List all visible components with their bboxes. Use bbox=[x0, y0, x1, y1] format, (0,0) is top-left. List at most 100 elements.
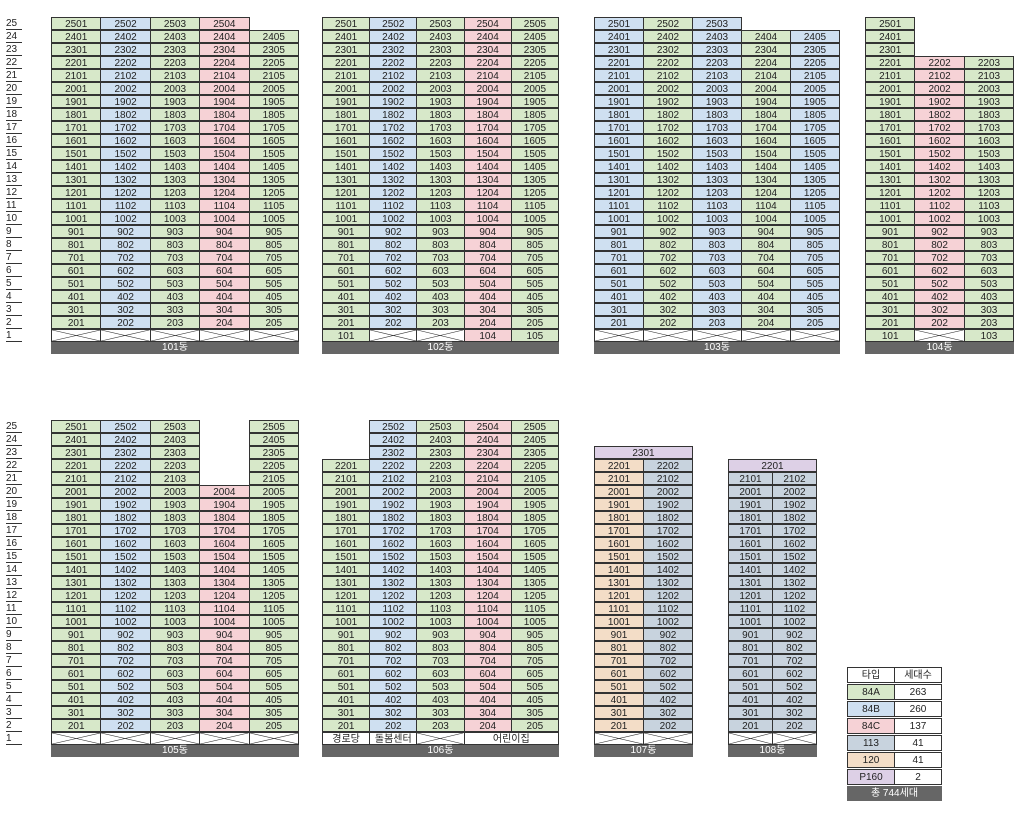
unit-cell: 1904 bbox=[199, 95, 250, 108]
floor-label: 14 bbox=[6, 160, 22, 173]
unit-cell: 605 bbox=[248, 667, 299, 680]
unit-cell: 1301 bbox=[322, 576, 371, 589]
unit-cell: 1403 bbox=[416, 160, 465, 173]
unit-cell: 201 bbox=[322, 316, 371, 329]
unit-cell: 2002 bbox=[369, 485, 418, 498]
unit-cell: 2205 bbox=[510, 56, 559, 69]
unit-cell: 405 bbox=[510, 290, 559, 303]
unit-cell: 1201 bbox=[322, 589, 371, 602]
unit-cell: 202 bbox=[100, 719, 151, 732]
unit-cell: 1601 bbox=[728, 537, 773, 550]
unit-cell: 1505 bbox=[790, 147, 840, 160]
unit-cell: 1602 bbox=[100, 134, 151, 147]
unit-cell: 1903 bbox=[149, 95, 201, 108]
floor-label: 21 bbox=[6, 472, 22, 485]
unit-cell: 803 bbox=[149, 641, 201, 654]
unit-cell: 1402 bbox=[369, 563, 418, 576]
unit-cell: 2004 bbox=[199, 82, 250, 95]
unit-cell: 1303 bbox=[416, 576, 465, 589]
unit-cell: 1101 bbox=[322, 199, 371, 212]
unit-cell: 1501 bbox=[322, 550, 371, 563]
unit-cell: 601 bbox=[322, 667, 371, 680]
unit-cell: 402 bbox=[643, 290, 693, 303]
unit-cell: 1801 bbox=[594, 108, 644, 121]
unit-cell: 1405 bbox=[510, 160, 559, 173]
unit-cell: 203 bbox=[416, 316, 465, 329]
unit-cell: 2302 bbox=[100, 43, 151, 56]
unit-cell: 2503 bbox=[692, 17, 742, 30]
floor-label: 5 bbox=[6, 680, 22, 693]
unit-cell: 2102 bbox=[643, 472, 693, 485]
piloti-cross bbox=[248, 732, 299, 745]
unit-cell: 705 bbox=[790, 251, 840, 264]
unit-cell: 1401 bbox=[728, 563, 773, 576]
unit-cell: 501 bbox=[51, 680, 102, 693]
unit-cell: 1101 bbox=[728, 602, 773, 615]
unit-cell: 204 bbox=[463, 316, 512, 329]
unit-cell: 1903 bbox=[416, 498, 465, 511]
unit-cell: 501 bbox=[51, 277, 102, 290]
unit-cell: 2401 bbox=[322, 30, 371, 43]
unit-cell: 803 bbox=[416, 641, 465, 654]
building-name: 108동 bbox=[728, 745, 817, 757]
unit-cell: 1002 bbox=[369, 615, 418, 628]
unit-cell: 1302 bbox=[914, 173, 965, 186]
unit-cell: 2501 bbox=[594, 17, 644, 30]
unit-cell: 2505 bbox=[248, 420, 299, 433]
unit-cell: 1803 bbox=[149, 511, 201, 524]
unit-cell: 603 bbox=[149, 264, 201, 277]
unit-cell: 1001 bbox=[322, 212, 371, 225]
unit-cell: 1404 bbox=[463, 563, 512, 576]
unit-cell: 805 bbox=[510, 641, 559, 654]
unit-cell: 401 bbox=[51, 290, 102, 303]
unit-cell: 601 bbox=[51, 264, 102, 277]
unit-cell: 1804 bbox=[199, 108, 250, 121]
unit-cell: 2001 bbox=[322, 82, 371, 95]
unit-cell: 2404 bbox=[199, 30, 250, 43]
unit-cell: 1205 bbox=[790, 186, 840, 199]
floor-label: 19 bbox=[6, 95, 22, 108]
unit-cell: 1101 bbox=[51, 602, 102, 615]
legend-total: 총 744세대 bbox=[847, 786, 942, 801]
unit-cell: 2401 bbox=[51, 433, 102, 446]
unit-cell: 902 bbox=[914, 225, 965, 238]
unit-cell: 501 bbox=[728, 680, 773, 693]
unit-cell: 1303 bbox=[149, 173, 201, 186]
unit-cell: 505 bbox=[510, 680, 559, 693]
unit-cell: 901 bbox=[594, 628, 644, 641]
unit-cell: 901 bbox=[322, 225, 371, 238]
unit-cell: 201 bbox=[322, 719, 371, 732]
unit-cell: 1703 bbox=[149, 121, 201, 134]
unit-cell: 1001 bbox=[51, 615, 102, 628]
unit-cell: 2402 bbox=[643, 30, 693, 43]
unit-cell: 203 bbox=[416, 719, 465, 732]
unit-cell: 301 bbox=[594, 303, 644, 316]
unit-cell: 402 bbox=[100, 290, 151, 303]
unit-cell: 301 bbox=[322, 303, 371, 316]
unit-cell: 503 bbox=[416, 680, 465, 693]
unit-cell: 205 bbox=[248, 316, 299, 329]
unit-cell: 1701 bbox=[51, 121, 102, 134]
unit-cell: 2004 bbox=[463, 82, 512, 95]
floor-label: 20 bbox=[6, 485, 22, 498]
unit-cell: 1105 bbox=[510, 199, 559, 212]
unit-cell: 2204 bbox=[463, 56, 512, 69]
unit-cell: 1704 bbox=[741, 121, 791, 134]
unit-cell: 1104 bbox=[463, 602, 512, 615]
unit-cell: 304 bbox=[741, 303, 791, 316]
floor-label: 24 bbox=[6, 30, 22, 43]
unit-cell: 902 bbox=[643, 225, 693, 238]
unit-cell: 602 bbox=[643, 667, 693, 680]
unit-cell: 2201 bbox=[865, 56, 916, 69]
unit-cell: 705 bbox=[510, 654, 559, 667]
unit-cell: 1902 bbox=[914, 95, 965, 108]
unit-cell: 1401 bbox=[865, 160, 916, 173]
unit-cell: 2502 bbox=[369, 17, 418, 30]
unit-cell: 1501 bbox=[865, 147, 916, 160]
unit-cell: 902 bbox=[100, 225, 151, 238]
unit-cell: 1001 bbox=[51, 212, 102, 225]
unit-cell: 1901 bbox=[865, 95, 916, 108]
unit-cell: 401 bbox=[728, 693, 773, 706]
unit-cell: 502 bbox=[914, 277, 965, 290]
unit-cell: 2103 bbox=[416, 69, 465, 82]
